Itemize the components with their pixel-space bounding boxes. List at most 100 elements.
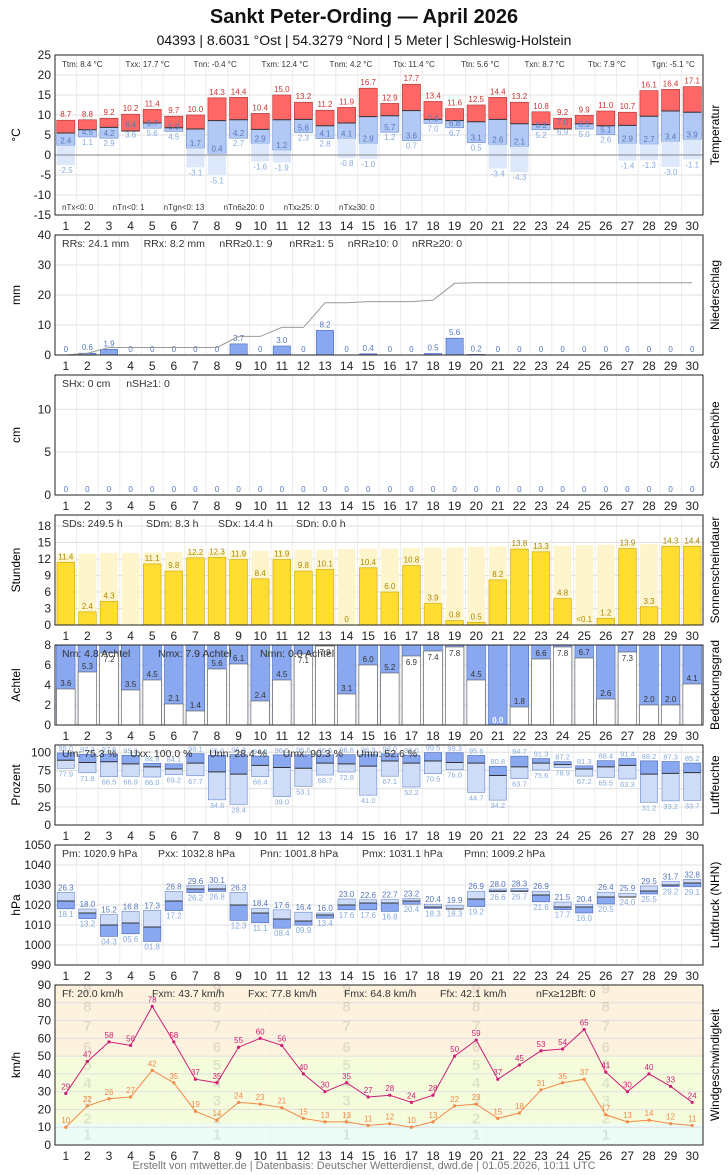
- tmin-label: 2.7: [643, 135, 655, 144]
- pressure-upper-bar: [467, 890, 486, 900]
- humidity-upper-bar: [661, 761, 680, 774]
- gust-label: 50: [450, 1045, 459, 1054]
- x-tick-label: 4: [127, 629, 134, 643]
- pressure-max-label: 26.4: [598, 883, 614, 892]
- mean-wind-point: [280, 1106, 284, 1110]
- tmax-label: 13.2: [296, 92, 312, 101]
- gust-label: 27: [364, 1086, 373, 1095]
- y-tick-label: 1020: [24, 898, 51, 912]
- gust-label: 37: [191, 1068, 200, 1077]
- x-tick-label: 10: [254, 499, 268, 513]
- x-tick-label: 26: [599, 729, 613, 743]
- x-tick-label: 20: [470, 1149, 484, 1160]
- pressure-upper-bar: [596, 891, 615, 898]
- tmin-label: 4.1: [319, 130, 331, 139]
- station-info: 04393 | 8.6031 °Ost | 54.3279 °Nord | 5 …: [156, 32, 572, 48]
- tground-label: -0.8: [340, 159, 354, 168]
- humidity-upper-bar: [445, 752, 464, 763]
- x-tick-label: 12: [297, 729, 311, 743]
- tmax-label: 16.7: [360, 78, 376, 87]
- x-tick-label: 24: [556, 829, 570, 843]
- tmax-bar: [402, 83, 421, 111]
- beaufort-number: 5: [342, 1057, 350, 1074]
- beaufort-number: 5: [213, 1057, 221, 1074]
- pressure-max-label: 26.3: [231, 883, 247, 892]
- clear-bar: [164, 703, 184, 726]
- x-tick-label: 27: [621, 359, 635, 373]
- y-tick-label: 75: [38, 763, 52, 777]
- mean-wind-point: [474, 1102, 478, 1106]
- beaufort-number: 9: [83, 981, 91, 998]
- x-tick-label: 13: [318, 969, 332, 983]
- x-tick-label: 16: [383, 219, 397, 233]
- beaufort-number: 3: [472, 1093, 480, 1110]
- tmax-label: 9.2: [103, 108, 115, 117]
- gust-point: [409, 1100, 413, 1104]
- gust-point: [431, 1093, 435, 1097]
- precip-label: 1.9: [103, 339, 115, 348]
- stat-label: Nm: 4.8 Achtel: [62, 648, 130, 660]
- beaufort-number: 1: [342, 1126, 350, 1143]
- precip-label: 0.6: [82, 343, 94, 352]
- pressure-upper-bar: [251, 907, 270, 914]
- x-tick-label: 9: [235, 359, 242, 373]
- pressure-max-label: 16.0: [317, 904, 333, 913]
- x-tick-label: 9: [235, 729, 242, 743]
- humidity-lower-bar: [618, 765, 637, 780]
- x-tick-label: 19: [448, 829, 462, 843]
- sunshine-bar: [639, 606, 659, 626]
- humidity-upper-bar: [640, 760, 658, 775]
- clear-bar: [531, 658, 551, 726]
- cloud-label: 3.1: [341, 684, 353, 693]
- mean-wind-point: [215, 1118, 219, 1122]
- beaufort-number: 1: [472, 1126, 480, 1143]
- precip-label: 0: [388, 345, 393, 354]
- sunshine-bar: [294, 570, 313, 626]
- tground-bar: [661, 141, 680, 167]
- humidity-min-label: 69.2: [166, 776, 181, 785]
- cloud-label: 4.5: [471, 670, 483, 679]
- gust-label: 37: [493, 1068, 502, 1077]
- gust-point: [604, 1070, 608, 1074]
- gust-label: 58: [169, 1031, 178, 1040]
- x-tick-label: 13: [318, 629, 332, 643]
- beaufort-number: 4: [602, 1075, 611, 1092]
- mean-wind-label: 22: [83, 1095, 92, 1104]
- tmax-label: 9.2: [557, 108, 569, 117]
- x-tick-label: 23: [534, 219, 548, 233]
- mean-wind-label: 15: [299, 1107, 308, 1116]
- humidity-lower-bar: [229, 773, 248, 805]
- pressure-lower-bar: [229, 904, 248, 921]
- clear-bar: [337, 693, 357, 726]
- x-tick-label: 30: [686, 729, 700, 743]
- stat-label: Nmx: 7.9 Achtel: [158, 648, 232, 660]
- clear-bar: [272, 679, 292, 726]
- pressure-max-label: 29.6: [188, 877, 204, 886]
- x-tick-label: 28: [642, 359, 656, 373]
- pressure-min-label: 18.3: [447, 909, 463, 918]
- beaufort-number: 6: [213, 1039, 221, 1056]
- sunshine-bar: [143, 563, 162, 626]
- mean-wind-label: 15: [493, 1107, 502, 1116]
- gust-point: [85, 1059, 89, 1064]
- x-tick-label: 12: [297, 829, 311, 843]
- sunshine-label: 10.8: [404, 556, 420, 565]
- cloud-label: 5.3: [82, 662, 94, 671]
- snow-label: 0: [517, 485, 522, 494]
- pressure-min-label: 18.1: [58, 910, 74, 919]
- y-tick-label: -5: [40, 168, 51, 182]
- tground-label: -1.9: [275, 164, 289, 173]
- gust-point: [301, 1072, 305, 1076]
- sunshine-label: 12.2: [188, 548, 204, 557]
- x-tick-label: 14: [340, 729, 354, 743]
- x-tick-label: 11: [276, 829, 289, 843]
- gust-point: [172, 1040, 176, 1044]
- x-tick-label: 29: [664, 499, 678, 513]
- tmin-label: 7.9: [427, 114, 439, 123]
- pressure-max-label: 26.8: [166, 882, 182, 891]
- precip-label: 0: [496, 345, 501, 354]
- x-tick-label: 23: [534, 969, 548, 983]
- pressure-lower-bar: [294, 920, 313, 926]
- precip-label: 0: [258, 345, 263, 354]
- x-tick-label: 24: [556, 1149, 570, 1160]
